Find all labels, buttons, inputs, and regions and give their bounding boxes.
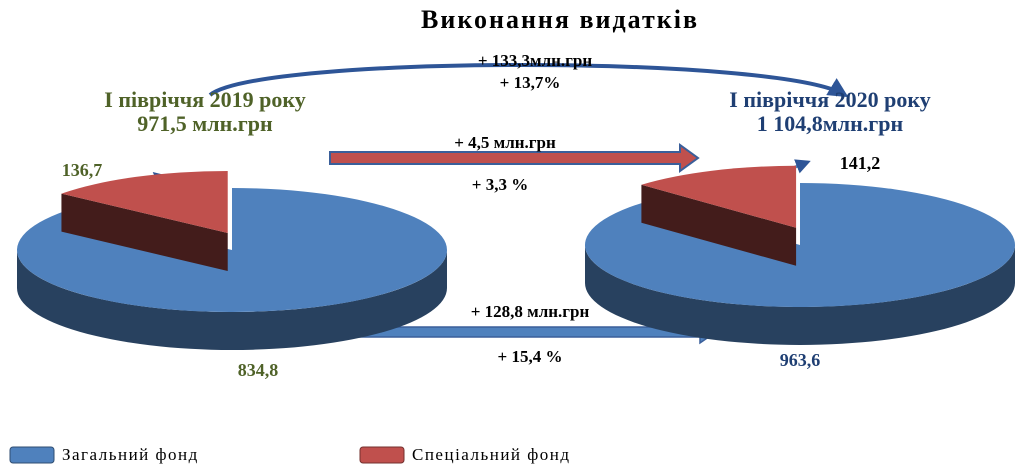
value-label: 834,8 bbox=[238, 360, 279, 380]
pie-side bbox=[641, 184, 797, 266]
annotation: + 133,3млн.грн bbox=[478, 51, 593, 70]
legend-label: Спеціальний фонд bbox=[412, 445, 571, 464]
annotation: + 128,8 млн.грн bbox=[471, 302, 590, 321]
pie-side bbox=[61, 193, 228, 271]
pie-side bbox=[17, 250, 447, 350]
pie-slice bbox=[61, 170, 228, 233]
value-label: 136,7 bbox=[62, 160, 103, 180]
annotation: + 4,5 млн.грн bbox=[454, 133, 556, 152]
pie-title: І півріччя 2020 року bbox=[729, 87, 930, 112]
annotation: + 15,4 % bbox=[498, 347, 563, 366]
pie-slice bbox=[585, 183, 1016, 307]
pie-side bbox=[585, 245, 1015, 345]
legend-swatch bbox=[9, 446, 55, 464]
pie-slice bbox=[641, 165, 797, 228]
pie-title: І півріччя 2019 року bbox=[104, 87, 305, 112]
pie-subtitle: 1 104,8млн.грн bbox=[757, 111, 904, 136]
annotation: + 13,7% bbox=[500, 73, 561, 92]
arrow bbox=[329, 143, 700, 173]
legend-label: Загальний фонд bbox=[62, 445, 199, 464]
annotation: + 3,3 % bbox=[472, 175, 528, 194]
value-label: 141,2 bbox=[840, 153, 881, 173]
value-label: 963,6 bbox=[780, 350, 821, 370]
pie-slice bbox=[16, 188, 447, 312]
legend-swatch bbox=[359, 446, 405, 464]
pie-subtitle: 971,5 млн.грн bbox=[137, 111, 273, 136]
title: Виконання видатків bbox=[421, 5, 699, 34]
arrow bbox=[208, 63, 849, 98]
